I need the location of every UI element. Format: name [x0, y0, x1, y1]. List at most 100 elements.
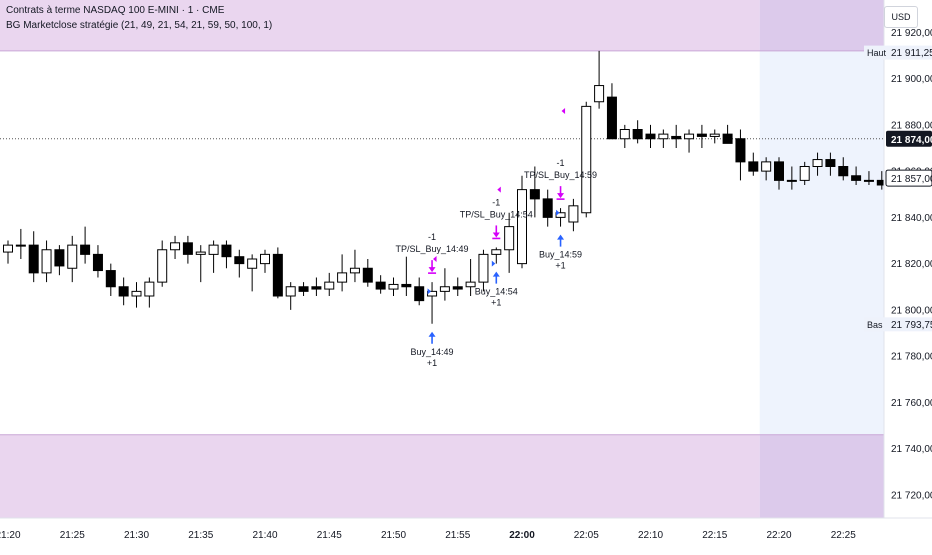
last-price-label: 21 857,00	[891, 174, 932, 185]
y-tick-label: 21 740,00	[891, 444, 932, 455]
last-price-box	[885, 169, 932, 187]
candle-body	[632, 129, 643, 140]
symbol-title: Contrats à terme NASDAQ 100 E-MINI · 1 ·…	[6, 5, 225, 16]
candle-body	[298, 286, 309, 292]
candle-body	[735, 138, 746, 163]
candle-body	[709, 133, 720, 137]
exit-arrow-head-icon	[428, 267, 436, 273]
candle-body	[67, 244, 78, 269]
entry-qty: +1	[491, 298, 501, 308]
price-label-name: Bas	[867, 320, 883, 330]
y-tick-label: 21 820,00	[891, 259, 932, 270]
candle-body	[247, 258, 258, 269]
candle-body	[414, 286, 425, 302]
currency-button[interactable]: USD	[884, 6, 918, 28]
candle-body	[285, 286, 296, 297]
candle-body	[504, 226, 515, 251]
candle-body	[15, 244, 26, 247]
candle-body	[748, 161, 759, 172]
price-axis	[884, 0, 932, 550]
x-tick-label: 22:15	[702, 530, 727, 541]
candle-body	[452, 286, 463, 290]
candle-body	[825, 159, 836, 167]
x-tick-label: 22:25	[831, 530, 856, 541]
candle-body	[208, 244, 219, 255]
candle-body	[234, 256, 245, 265]
time-axis	[0, 518, 932, 550]
x-tick-label: 21:50	[381, 530, 406, 541]
entry-marker	[427, 288, 432, 295]
candle-body	[80, 244, 91, 255]
candle-body	[260, 253, 270, 265]
entry-qty: +1	[427, 358, 437, 368]
candle-body	[786, 179, 797, 182]
session-band-bottom-future	[759, 434, 884, 518]
x-tick-label: 21:25	[60, 530, 85, 541]
entry-label: Buy_14:54	[475, 287, 518, 297]
candle-body	[542, 198, 553, 218]
candle-body	[118, 286, 129, 297]
candle-body	[195, 251, 206, 255]
candle-body	[684, 133, 695, 140]
buy-arrow-head-icon	[492, 271, 500, 277]
y-tick-label: 21 720,00	[891, 490, 932, 501]
candle-body	[375, 281, 386, 290]
entry-qty: +1	[555, 261, 565, 271]
plot-background	[0, 0, 884, 518]
candle-body	[439, 286, 450, 292]
exit-qty: -1	[428, 232, 436, 242]
candle-body	[761, 161, 772, 172]
candle-body	[54, 249, 65, 267]
exit-label: TP/SL_Buy_14:54	[460, 209, 533, 219]
candle-body	[131, 290, 142, 297]
entry-label: Buy_14:59	[539, 250, 582, 260]
candle-body	[28, 244, 39, 274]
price-label-value: 21 911,25	[891, 48, 932, 59]
candle-body	[529, 189, 540, 200]
candle-body	[3, 244, 13, 253]
candle-body	[645, 133, 656, 140]
x-tick-label: 21:30	[124, 530, 149, 541]
candle-body	[722, 133, 733, 144]
x-tick-label: 22:00	[509, 530, 535, 541]
candle-body	[144, 281, 155, 297]
y-tick-label: 21 780,00	[891, 352, 932, 363]
x-tick-label: 22:20	[766, 530, 791, 541]
x-tick-label: 21:20	[0, 530, 21, 541]
exit-marker	[433, 256, 437, 262]
entry-marker	[491, 260, 496, 267]
current-price-label: 21 874,00	[891, 135, 932, 146]
y-tick-label: 21 900,00	[891, 74, 932, 85]
exit-marker	[497, 186, 501, 193]
candle-body	[221, 244, 232, 258]
current-price-box	[886, 130, 932, 147]
candle-body	[658, 133, 669, 140]
candle-body	[491, 249, 502, 255]
y-tick-label: 21 840,00	[891, 213, 932, 224]
candle-body	[41, 249, 52, 274]
candle-body	[774, 161, 784, 181]
candle-body	[619, 129, 630, 140]
exit-qty: -1	[492, 197, 500, 207]
candle-body	[799, 166, 810, 181]
entry-label: Buy_14:49	[411, 347, 454, 357]
x-tick-label: 21:40	[252, 530, 277, 541]
x-tick-label: 22:10	[638, 530, 663, 541]
candle-body	[170, 242, 181, 251]
candle-body	[517, 189, 527, 265]
session-band-top	[0, 0, 760, 51]
exit-qty: -1	[557, 158, 565, 168]
strategy-legend[interactable]: BG Marketclose stratégie (21, 49, 21, 54…	[6, 20, 273, 31]
price-label-name: Haut	[867, 48, 887, 58]
candle-body	[671, 135, 682, 140]
x-tick-label: 21:35	[188, 530, 213, 541]
candle-body	[182, 242, 193, 255]
session-band-top-future	[759, 0, 884, 51]
candle-body	[581, 105, 592, 214]
candle-body	[851, 175, 862, 181]
price-label-box	[886, 317, 932, 332]
candle-body	[478, 253, 489, 283]
candle-body	[696, 133, 707, 137]
